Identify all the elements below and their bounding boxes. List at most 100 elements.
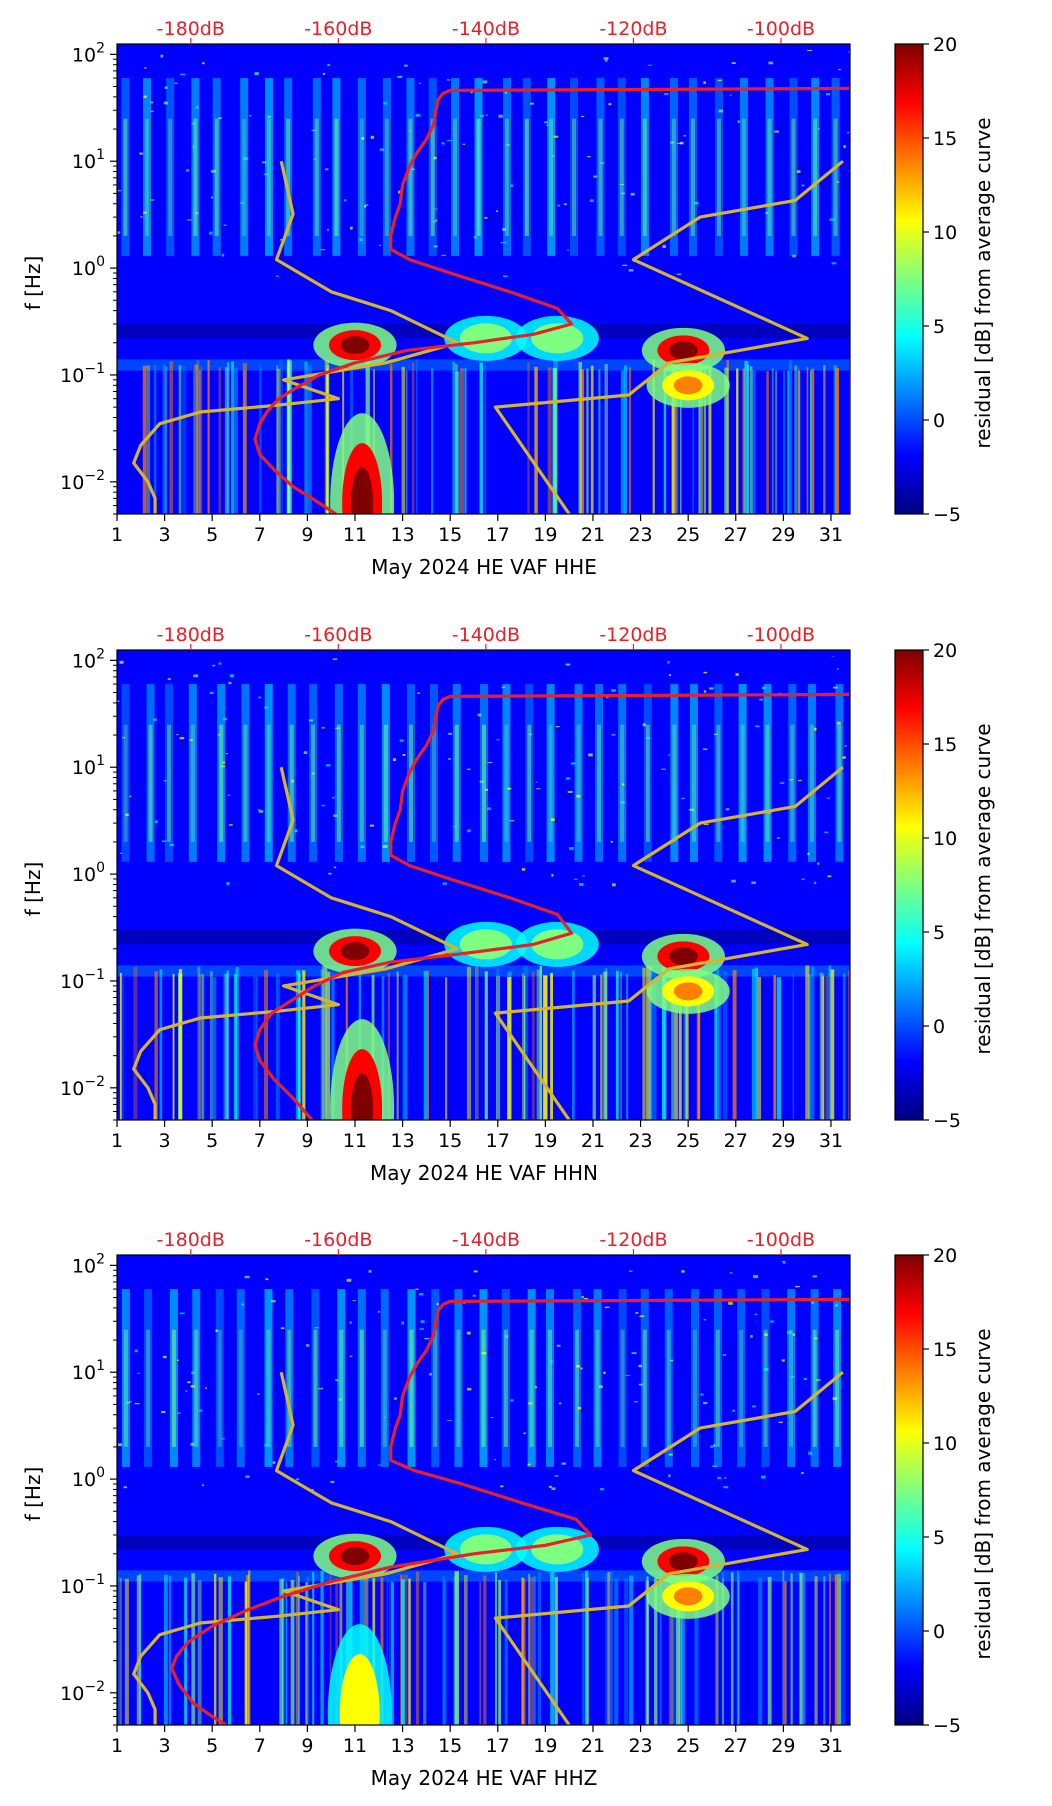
noise-speck [662, 244, 666, 248]
noise-speck [503, 275, 508, 277]
noise-speck [225, 753, 228, 755]
low-frequency-streak [528, 1573, 531, 1725]
noise-speck [563, 203, 567, 206]
noise-speck [824, 831, 829, 834]
y-tick-label: 101 [72, 753, 105, 779]
daily-streak-core [454, 724, 459, 842]
noise-speck [264, 1444, 269, 1447]
daily-streak [713, 1289, 722, 1467]
noise-speck [588, 753, 593, 757]
daily-streak [688, 78, 697, 256]
daily-streak-core [576, 724, 581, 842]
y-tick-label: 10−2 [60, 1074, 105, 1100]
low-frequency-streak [547, 367, 552, 514]
colorbar-tick-label: 15 [933, 1339, 957, 1361]
low-frequency-streak [322, 965, 327, 1120]
daily-streak-core [314, 118, 319, 236]
noise-speck [193, 674, 199, 678]
noise-speck [832, 1397, 837, 1400]
daily-streak [212, 78, 221, 256]
colorbar-tick-label: 10 [933, 222, 957, 244]
low-frequency-streak [387, 972, 390, 1120]
noise-speck [162, 1355, 167, 1359]
noise-speck [210, 196, 213, 199]
x-axis: 1 3 5 7 9 11 13 15 17 19 21 23 25 27 29 31 [111, 1725, 843, 1757]
low-frequency-streak [671, 972, 676, 1120]
noise-speck [479, 780, 484, 783]
noise-speck [215, 1329, 219, 1332]
noise-speck [723, 1486, 729, 1489]
noise-speck [831, 262, 837, 265]
low-frequency-streak [624, 1578, 629, 1725]
noise-speck [807, 852, 810, 856]
noise-speck [550, 1360, 553, 1363]
noise-speck [272, 1461, 276, 1464]
daily-streak [737, 1289, 746, 1467]
noise-speck [186, 169, 190, 172]
low-frequency-streak [788, 359, 793, 514]
daily-streak [191, 78, 200, 256]
noise-speck [770, 1320, 775, 1323]
noise-speck [759, 698, 763, 701]
noise-speck [768, 61, 774, 65]
low-frequency-streak [819, 972, 824, 1120]
noise-speck [639, 1315, 645, 1318]
daily-streak-core [456, 1329, 461, 1447]
noise-speck [610, 840, 613, 843]
noise-model-high-line [493, 765, 844, 1120]
noise-speck [429, 1372, 432, 1376]
daily-streak-core [739, 1329, 744, 1447]
noise-speck [763, 1368, 769, 1371]
noise-speck [161, 1410, 166, 1414]
low-frequency-streak [835, 368, 840, 514]
low-frequency-streak [841, 1572, 846, 1725]
noise-speck [583, 1297, 589, 1301]
x-tick-label: 15 [438, 1735, 462, 1757]
daily-streak-core [266, 1329, 271, 1447]
noise-speck [433, 156, 437, 160]
low-frequency-streak [771, 368, 774, 514]
colorbar-label: residual [dB] from average curve [971, 1328, 995, 1659]
daily-streak [617, 78, 626, 256]
noise-speck [201, 62, 205, 65]
daily-streak-core [481, 724, 486, 842]
low-frequency-streak [550, 973, 553, 1120]
low-frequency-streak [479, 362, 483, 514]
noise-speck [638, 1383, 643, 1386]
noise-speck [556, 1344, 561, 1347]
noise-speck [566, 777, 569, 780]
noise-speck [221, 1438, 226, 1440]
noise-speck [382, 845, 388, 848]
hotspot-core [673, 1587, 703, 1606]
noise-speck [836, 181, 840, 183]
daily-streak [502, 684, 511, 862]
colorbar-tick-label: 20 [933, 640, 957, 662]
noise-speck [263, 173, 268, 176]
daily-streak-core [289, 724, 294, 842]
daily-streak [192, 1289, 201, 1467]
daily-streak-core [382, 1329, 387, 1447]
daily-streak [527, 1289, 536, 1467]
low-frequency-streak [242, 362, 248, 514]
panel-xlabel: May 2024 HE VAF HHE [371, 555, 597, 579]
noise-speck [631, 1352, 637, 1355]
panel-ylabel: f [Hz] [21, 862, 45, 917]
noise-speck [447, 1419, 452, 1421]
noise-speck [117, 231, 121, 234]
x-tick-label: 29 [771, 1130, 795, 1152]
spectrogram-background [117, 44, 850, 514]
top-axis-label: -140dB [452, 1229, 520, 1251]
low-frequency-streak [698, 362, 701, 514]
noise-speck [378, 244, 382, 246]
low-frequency-streak [168, 1575, 172, 1725]
low-frequency-streak [721, 1571, 725, 1725]
x-tick-label: 13 [390, 524, 414, 546]
daily-streak-core [266, 724, 271, 842]
low-frequency-streak [652, 971, 657, 1120]
low-frequency-streak [798, 370, 800, 514]
noise-speck [335, 727, 340, 730]
low-frequency-streak [828, 965, 832, 1120]
noise-speck [667, 754, 671, 756]
noise-speck [270, 1299, 276, 1303]
noise-speck [781, 1359, 785, 1362]
